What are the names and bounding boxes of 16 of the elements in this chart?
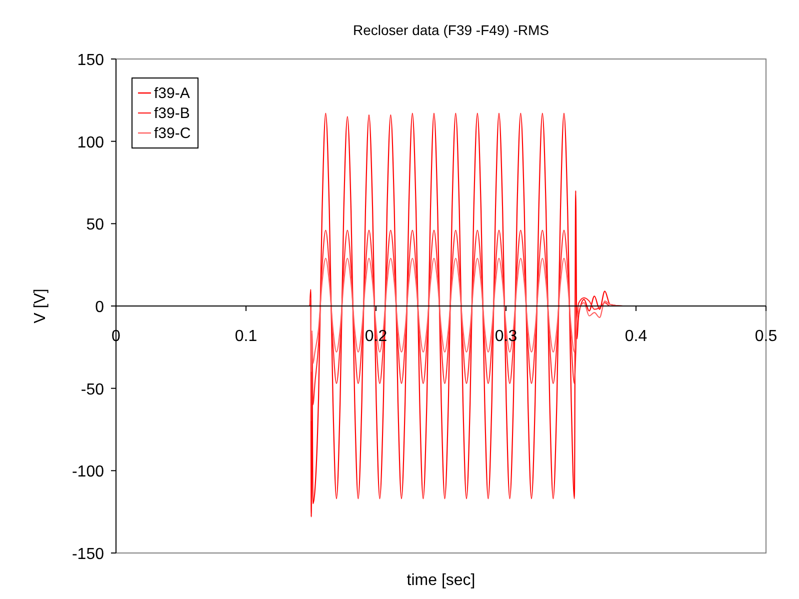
y-tick-label: 100 [77, 134, 104, 152]
y-tick-label: -150 [72, 546, 104, 563]
legend-label: f39-A [154, 85, 190, 102]
y-tick-label: -50 [80, 381, 104, 398]
x-tick-label: 0.1 [234, 328, 258, 345]
y-axis-title: V [V] [32, 288, 49, 324]
x-tick-label: 0.5 [754, 328, 778, 345]
x-tick-label: 0.4 [624, 328, 648, 345]
y-tick-label: 50 [86, 216, 104, 234]
x-axis-title: time [sec] [406, 572, 476, 589]
y-tick-label: -100 [72, 464, 104, 481]
chart-title: Recloser data (F39 -F49) -RMS [352, 22, 550, 38]
y-tick-label: 150 [77, 52, 104, 69]
y-tick-label: 0 [95, 299, 104, 316]
legend-label: f39-C [154, 125, 191, 142]
legend-label: f39-B [154, 105, 190, 122]
